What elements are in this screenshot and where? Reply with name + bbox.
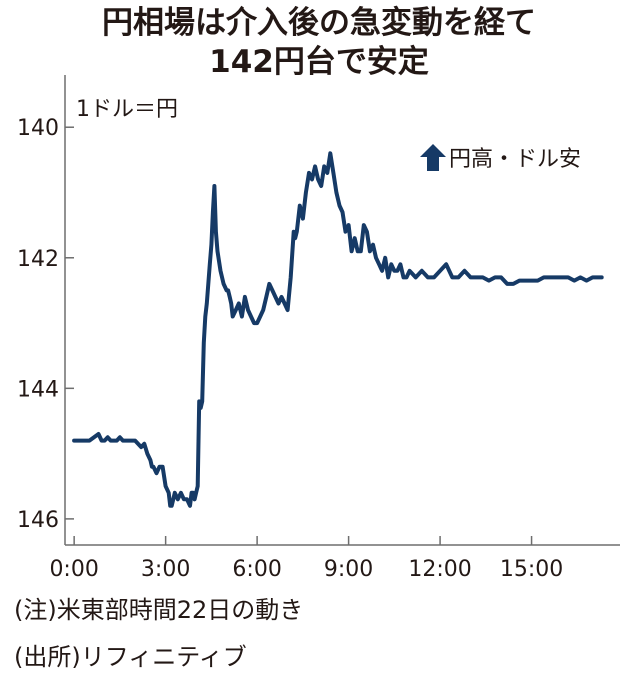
y-tick-label: 146	[17, 508, 59, 533]
y-tick-label: 144	[17, 377, 59, 402]
x-axis-ticks: 0:00 3:00 6:00 9:00 12:00 15:00	[49, 536, 563, 582]
x-tick-label: 15:00	[500, 557, 563, 582]
y-tick-label: 142	[17, 247, 59, 272]
chart-title-line-1: 円相場は介入後の急変動を経て	[102, 5, 536, 41]
y-axis-unit-label: 1ドル＝円	[76, 97, 178, 122]
chart-title-line-2: 142円台で安定	[209, 44, 429, 80]
annotation-label: 円高・ドル安	[449, 147, 581, 172]
footnote-source: (出所)リフィニティブ	[14, 643, 247, 671]
y-axis-ticks: 140 142 144 146	[17, 116, 74, 533]
x-tick-label: 0:00	[49, 557, 98, 582]
x-tick-label: 3:00	[141, 557, 190, 582]
x-tick-label: 6:00	[232, 557, 281, 582]
series-line-0	[72, 151, 604, 508]
x-tick-label: 12:00	[408, 557, 471, 582]
annotation: 円高・ドル安	[420, 144, 581, 172]
footnote-note: (注)米東部時間22日の動き	[14, 596, 304, 624]
up-arrow-icon	[420, 144, 446, 171]
x-tick-label: 9:00	[324, 557, 373, 582]
y-tick-label: 140	[17, 116, 59, 141]
series-layer	[72, 151, 604, 508]
